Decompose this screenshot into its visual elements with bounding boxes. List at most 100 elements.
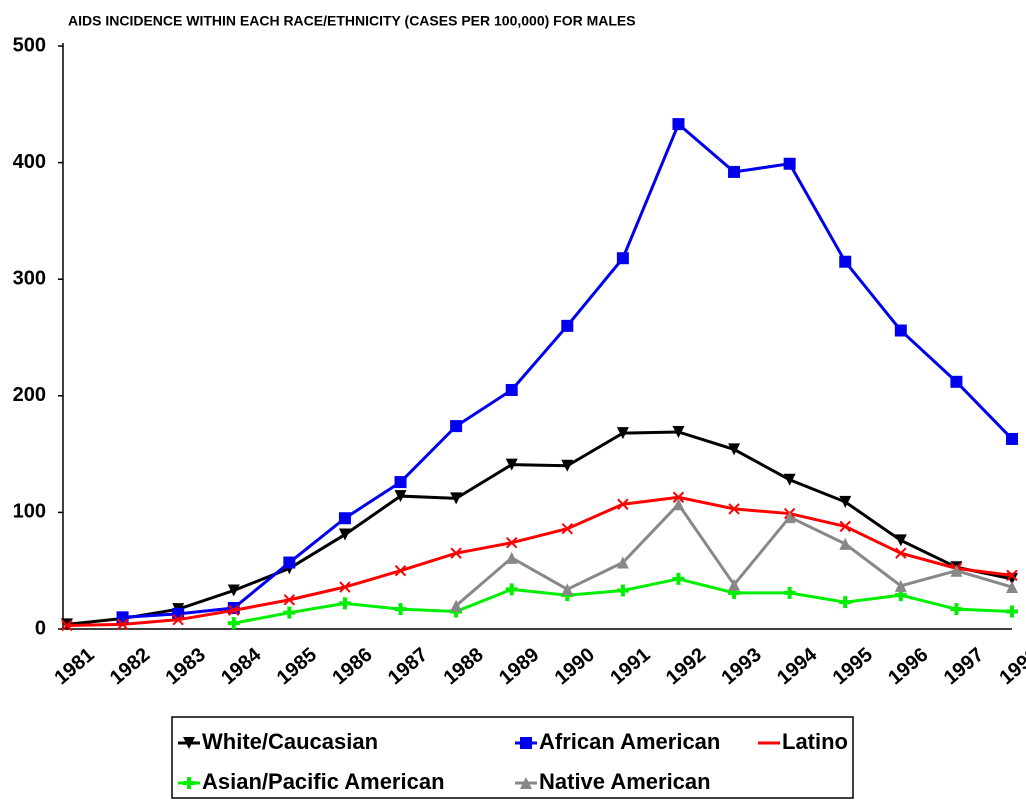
y-tick-label: 0 (35, 617, 46, 639)
marker (1006, 605, 1018, 618)
x-tick-label: 1992 (662, 644, 710, 689)
chart-title: AIDS INCIDENCE WITHIN EACH RACE/ETHNICIT… (68, 13, 636, 29)
marker (338, 512, 351, 525)
marker (561, 523, 574, 535)
marker (183, 737, 195, 749)
marker (172, 613, 184, 626)
marker (950, 375, 963, 388)
marker (728, 443, 741, 456)
marker (450, 599, 463, 612)
marker (116, 618, 129, 631)
marker (450, 492, 463, 505)
marker (505, 383, 518, 396)
x-tick-label: 1986 (328, 644, 376, 689)
marker (561, 459, 574, 472)
marker (672, 498, 685, 511)
marker (950, 603, 963, 616)
marker (505, 537, 518, 549)
marker (520, 737, 532, 749)
x-tick-label: 1995 (829, 644, 877, 689)
marker (672, 491, 685, 503)
series-line (66, 495, 1013, 628)
legend-label: Asian/Pacific American (202, 769, 445, 794)
marker (839, 520, 851, 533)
y-tick-label: 400 (13, 151, 46, 173)
marker (338, 597, 351, 610)
legend-label: White/Caucasian (202, 729, 378, 754)
marker (728, 165, 741, 178)
marker (561, 319, 574, 332)
marker (1006, 581, 1018, 594)
marker (1006, 569, 1018, 582)
marker (61, 619, 73, 632)
marker (228, 604, 240, 617)
marker (394, 476, 407, 489)
marker (616, 556, 629, 569)
x-tick-label: 1994 (773, 643, 822, 689)
marker (839, 255, 852, 268)
marker (183, 777, 195, 789)
marker (672, 118, 685, 131)
marker (950, 564, 963, 577)
marker (338, 528, 351, 541)
legend-label: Latino (782, 729, 848, 754)
marker (227, 584, 240, 597)
y-tick-label: 100 (13, 501, 46, 523)
marker (728, 503, 740, 515)
marker (616, 427, 629, 440)
marker (839, 596, 852, 609)
marker (672, 425, 685, 438)
marker (283, 606, 296, 619)
x-tick-label: 1984 (217, 643, 266, 689)
marker (616, 584, 629, 597)
legend-label: African American (539, 729, 720, 754)
series-line (66, 430, 1013, 626)
marker (672, 572, 685, 585)
marker (839, 537, 852, 550)
marker (839, 495, 852, 508)
marker (394, 564, 407, 577)
x-tick-label: 1985 (273, 644, 321, 689)
x-tick-label: 1996 (884, 644, 932, 689)
marker (450, 547, 462, 559)
x-tick-label: 1990 (551, 644, 599, 689)
marker (505, 583, 518, 596)
legend-box (171, 716, 854, 799)
marker (728, 578, 741, 591)
marker (617, 498, 629, 510)
marker (116, 611, 129, 624)
marker (783, 473, 796, 486)
x-tick-label: 1997 (940, 644, 988, 689)
x-tick-label: 1989 (495, 644, 543, 689)
x-tick-label: 1991 (606, 644, 654, 689)
marker (339, 581, 351, 593)
marker (394, 490, 407, 503)
x-tick-label: 1981 (50, 644, 98, 689)
marker (394, 603, 407, 616)
marker (505, 551, 518, 564)
x-tick-label: 1987 (384, 644, 432, 689)
x-tick-label: 1988 (440, 644, 488, 689)
marker (783, 157, 796, 170)
marker (450, 420, 463, 433)
marker (783, 586, 796, 599)
x-tick-label: 1998 (995, 644, 1026, 689)
marker (894, 579, 907, 592)
marker (505, 458, 518, 471)
x-tick-label: 1993 (717, 644, 765, 689)
marker (227, 617, 240, 630)
x-tick-label: 1983 (162, 644, 210, 689)
marker (895, 547, 907, 559)
marker (616, 252, 629, 265)
marker (561, 583, 574, 596)
x-tick-label: 1982 (106, 644, 154, 689)
legend-label: Native American (539, 769, 711, 794)
marker (894, 534, 907, 547)
y-tick-label: 300 (13, 267, 46, 289)
marker (283, 556, 296, 569)
marker (283, 594, 296, 606)
marker (783, 511, 796, 524)
marker (520, 777, 532, 789)
marker (894, 324, 907, 337)
